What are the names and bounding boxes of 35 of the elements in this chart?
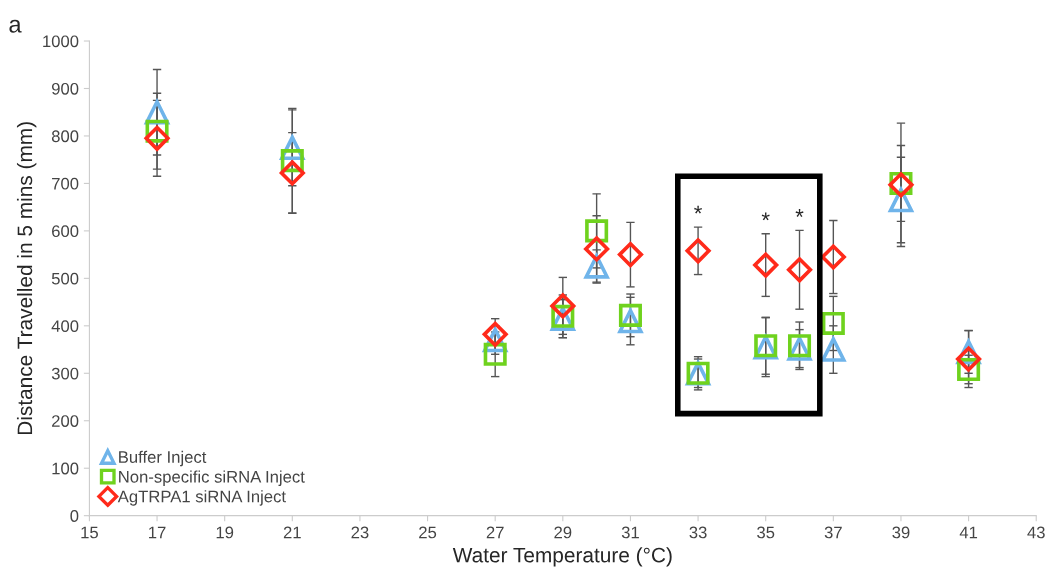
y-tick-label: 600	[52, 225, 79, 238]
x-tick-label: 23	[351, 526, 369, 539]
y-tick-label: 700	[52, 177, 79, 190]
legend-label: Buffer Inject	[119, 450, 207, 467]
y-axis-title: Distance Travelled in 5 mins (mm)	[16, 122, 37, 435]
x-tick-label: 29	[554, 526, 572, 539]
y-tick-label: 500	[51, 272, 79, 285]
y-tick-label: 400	[51, 320, 79, 333]
x-tick-label: 43	[1027, 526, 1045, 539]
legend-label: AgTRPA1 siRNA Inject	[117, 490, 286, 506]
x-tick-label: 33	[689, 526, 707, 539]
x-tick-label: 39	[892, 526, 910, 539]
y-tick-label: 100	[52, 462, 79, 475]
x-tick-label: 35	[757, 526, 775, 539]
x-tick-label: 21	[283, 526, 301, 539]
y-tick-label: 0	[70, 510, 79, 522]
y-tick-label: 900	[51, 82, 79, 95]
x-tick-label: 37	[824, 526, 842, 539]
y-tick-label: 300	[51, 367, 79, 380]
y-tick-label: 200	[52, 415, 79, 427]
x-tick-label: 31	[621, 526, 639, 539]
legend-label: Non-specific siRNA Inject	[119, 470, 305, 486]
x-axis-title: Water Temperature (°C)	[452, 547, 672, 567]
x-tick-label: 41	[959, 526, 978, 539]
annotation: *	[761, 212, 770, 221]
annotation: *	[694, 205, 703, 214]
y-tick-label: 1000	[43, 35, 79, 48]
x-tick-label: 25	[419, 526, 437, 539]
text: a	[9, 19, 22, 33]
x-tick-label: 19	[216, 526, 234, 539]
annotation: *	[795, 209, 804, 217]
y-tick-label: 800	[51, 130, 79, 143]
x-tick-label: 17	[149, 526, 166, 539]
x-tick-label: 15	[81, 526, 98, 539]
x-tick-label: 27	[486, 526, 504, 539]
